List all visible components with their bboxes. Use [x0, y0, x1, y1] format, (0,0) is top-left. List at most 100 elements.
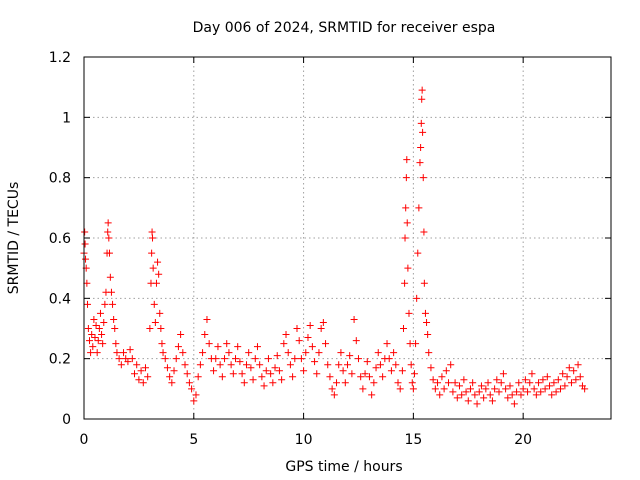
data-point — [530, 385, 538, 393]
data-point — [408, 379, 416, 387]
data-point — [234, 343, 242, 351]
data-point — [556, 385, 564, 393]
data-point — [417, 119, 425, 127]
data-point — [278, 376, 286, 384]
data-point — [223, 340, 231, 348]
data-point — [81, 228, 89, 236]
data-point — [570, 367, 578, 375]
data-point — [361, 370, 369, 378]
data-point — [216, 361, 224, 369]
data-point — [524, 388, 532, 396]
data-point — [172, 355, 180, 363]
data-point — [554, 376, 562, 384]
data-point — [90, 315, 98, 323]
data-point — [581, 385, 589, 393]
y-tick-label: 1.2 — [49, 50, 71, 66]
data-point — [572, 376, 580, 384]
chart-title: Day 006 of 2024, SRMTID for receiver esp… — [193, 20, 496, 36]
data-point — [499, 370, 507, 378]
data-point — [210, 367, 218, 375]
x-axis-title: GPS time / hours — [285, 459, 402, 475]
data-point — [256, 361, 264, 369]
data-point — [412, 340, 420, 348]
data-point — [289, 373, 297, 381]
data-point — [339, 367, 347, 375]
data-point — [131, 370, 139, 378]
data-point — [491, 385, 499, 393]
data-point — [471, 391, 479, 399]
data-point — [163, 364, 171, 372]
data-point — [284, 349, 292, 357]
data-point — [409, 385, 417, 393]
data-point — [392, 361, 400, 369]
data-point — [106, 273, 114, 281]
data-point — [179, 349, 187, 357]
data-point — [464, 397, 472, 405]
data-point — [413, 294, 421, 302]
data-point — [183, 370, 191, 378]
data-point — [510, 400, 518, 408]
data-point — [419, 128, 427, 136]
data-point — [168, 379, 176, 387]
data-point — [311, 358, 319, 366]
data-point — [188, 385, 196, 393]
data-point — [81, 240, 89, 248]
data-point — [552, 388, 560, 396]
data-point — [91, 334, 99, 342]
data-point — [469, 379, 477, 387]
data-point — [550, 379, 558, 387]
data-point — [350, 315, 358, 323]
data-point — [238, 370, 246, 378]
data-point — [473, 400, 481, 408]
data-point — [107, 288, 115, 296]
data-point — [418, 86, 426, 94]
data-point — [466, 385, 474, 393]
data-point — [324, 361, 332, 369]
data-point — [420, 228, 428, 236]
data-point — [291, 355, 299, 363]
data-point — [304, 334, 312, 342]
data-point — [419, 174, 427, 182]
data-point — [401, 234, 409, 242]
data-point — [174, 343, 182, 351]
data-point — [94, 337, 102, 345]
data-point — [480, 394, 488, 402]
data-point — [447, 361, 455, 369]
data-point — [203, 315, 211, 323]
data-point — [482, 385, 490, 393]
data-point — [146, 325, 154, 332]
data-point — [497, 379, 505, 387]
data-point — [396, 385, 404, 393]
data-point — [429, 376, 437, 384]
data-point — [359, 385, 367, 393]
data-point — [368, 391, 376, 399]
data-point — [300, 367, 308, 375]
data-point — [93, 349, 101, 357]
data-point — [532, 391, 540, 399]
data-point — [333, 379, 341, 387]
data-point — [427, 364, 435, 372]
data-point — [436, 391, 444, 399]
y-tick-label: 1 — [62, 110, 71, 126]
data-point — [354, 355, 362, 363]
data-point — [113, 349, 121, 357]
data-point — [161, 355, 169, 363]
data-point — [414, 249, 422, 257]
data-point — [227, 361, 235, 369]
y-axis-title: SRMTID / TECUs — [6, 182, 22, 295]
data-point — [225, 349, 233, 357]
data-point — [488, 397, 496, 405]
data-point — [346, 352, 354, 360]
data-point — [352, 337, 360, 345]
data-point — [92, 321, 100, 329]
data-point — [269, 379, 277, 387]
data-point — [152, 279, 160, 287]
data-point — [151, 318, 159, 326]
data-point — [133, 361, 141, 369]
data-point — [273, 352, 281, 360]
data-point — [363, 358, 371, 366]
data-point — [137, 367, 145, 375]
data-point — [154, 258, 162, 266]
data-point — [458, 391, 466, 399]
data-point — [537, 388, 545, 396]
